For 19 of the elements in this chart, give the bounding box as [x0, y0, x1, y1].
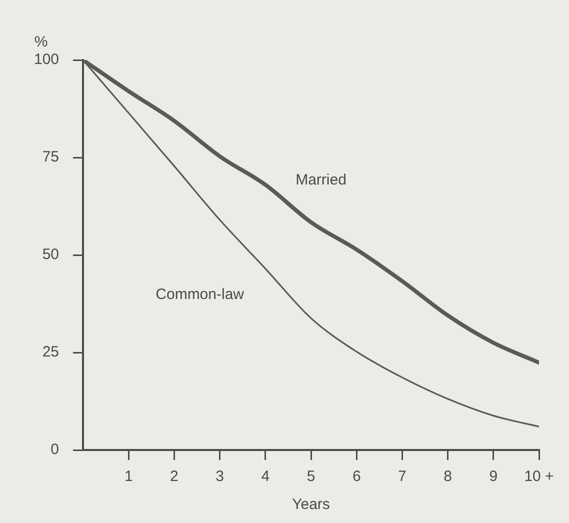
y-tick-label: 25 [42, 344, 60, 361]
x-tick-label: 5 [306, 468, 316, 486]
x-tick-label: 2 [170, 468, 178, 486]
x-tick-label: 8 [444, 468, 452, 486]
x-tick-label: 6 [352, 468, 361, 486]
y-tick-label: 0 [50, 441, 60, 458]
x-tick-label: 4 [261, 468, 270, 486]
y-axis-title: % [34, 34, 48, 51]
y-tick-label: 100 [34, 51, 60, 68]
x-axis-title: Years [292, 496, 330, 514]
x-tick-label: 9 [489, 468, 498, 486]
x-tick-label: 10 + [524, 468, 554, 486]
x-tick-label: 3 [216, 468, 224, 486]
series-label: Common-law [156, 286, 244, 304]
series-label: Married [296, 171, 346, 188]
y-tick-label: 50 [42, 246, 60, 264]
x-tick-label: 1 [124, 468, 133, 486]
y-tick-label: 75 [42, 148, 60, 166]
x-tick-label: 7 [398, 468, 406, 486]
